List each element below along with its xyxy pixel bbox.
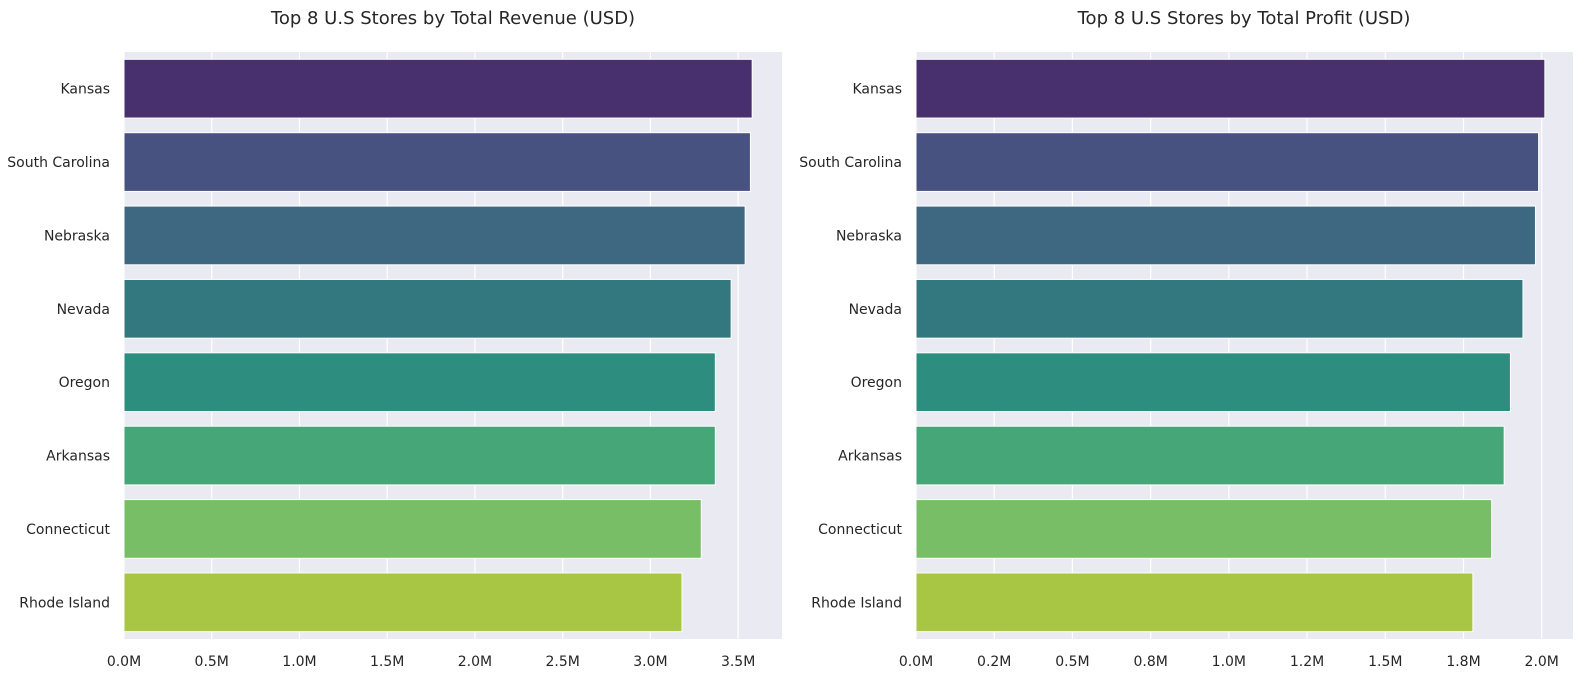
x-tick-label: 1.8M xyxy=(1446,654,1480,670)
x-tick-label: 0.0M xyxy=(899,654,933,670)
bar-arkansas xyxy=(123,425,716,486)
x-tick-label: 3.5M xyxy=(721,654,755,670)
x-tick-label: 0.5M xyxy=(1055,654,1089,670)
x-tick-label: 2.0M xyxy=(1525,654,1559,670)
bar-oregon xyxy=(915,352,1511,413)
x-tick-label: 1.0M xyxy=(282,654,316,670)
x-tick-label: 2.5M xyxy=(545,654,579,670)
bar-kansas xyxy=(915,58,1546,119)
category-label: Oregon xyxy=(851,375,902,391)
bar-oregon xyxy=(123,352,716,413)
x-tick-label: 1.0M xyxy=(1212,654,1246,670)
category-label: Nebraska xyxy=(836,228,902,244)
x-tick-label: 0.8M xyxy=(1133,654,1167,670)
category-label: Kansas xyxy=(852,82,902,98)
category-label: Nevada xyxy=(849,302,902,318)
x-tick-label: 3.0M xyxy=(633,654,667,670)
bar-nevada xyxy=(915,278,1524,339)
category-label: Oregon xyxy=(59,375,110,391)
category-label: South Carolina xyxy=(799,155,902,171)
x-tick-label: 1.5M xyxy=(1368,654,1402,670)
bar-nebraska xyxy=(123,205,746,266)
category-label: Connecticut xyxy=(818,522,902,538)
bar-connecticut xyxy=(915,499,1493,559)
category-label: Kansas xyxy=(60,82,110,98)
x-tick-label: 0.2M xyxy=(977,654,1011,670)
category-label: Rhode Island xyxy=(19,595,110,611)
category-label: South Carolina xyxy=(7,155,110,171)
category-label: Nevada xyxy=(57,302,110,318)
x-tick-label: 2.0M xyxy=(458,654,492,670)
category-label: Nebraska xyxy=(44,228,110,244)
bar-arkansas xyxy=(915,425,1505,486)
category-label: Connecticut xyxy=(26,522,110,538)
bar-nevada xyxy=(123,278,732,339)
category-label: Arkansas xyxy=(46,449,110,465)
bar-kansas xyxy=(123,58,753,119)
chart-title: Top 8 U.S Stores by Total Revenue (USD) xyxy=(270,8,635,29)
category-label: Rhode Island xyxy=(811,595,902,611)
x-tick-label: 0.5M xyxy=(195,654,229,670)
bar-connecticut xyxy=(123,499,702,559)
bar-south-carolina xyxy=(915,132,1540,192)
x-tick-label: 1.5M xyxy=(370,654,404,670)
chart-panel-2: Kansas South Carolina Nebraska Nevada Oregon… xyxy=(799,8,1573,670)
x-tick-label: 0.0M xyxy=(107,654,141,670)
x-tick-label: 1.2M xyxy=(1290,654,1324,670)
bar-rhode-island xyxy=(123,572,683,633)
chart-title: Top 8 U.S Stores by Total Profit (USD) xyxy=(1077,8,1411,29)
bar-rhode-island xyxy=(915,572,1474,633)
bar-nebraska xyxy=(915,205,1536,266)
bar-south-carolina xyxy=(123,132,751,192)
chart-panel-1: Kansas South Carolina Nebraska Nevada Oregon… xyxy=(7,8,782,670)
category-label: Arkansas xyxy=(838,449,902,465)
